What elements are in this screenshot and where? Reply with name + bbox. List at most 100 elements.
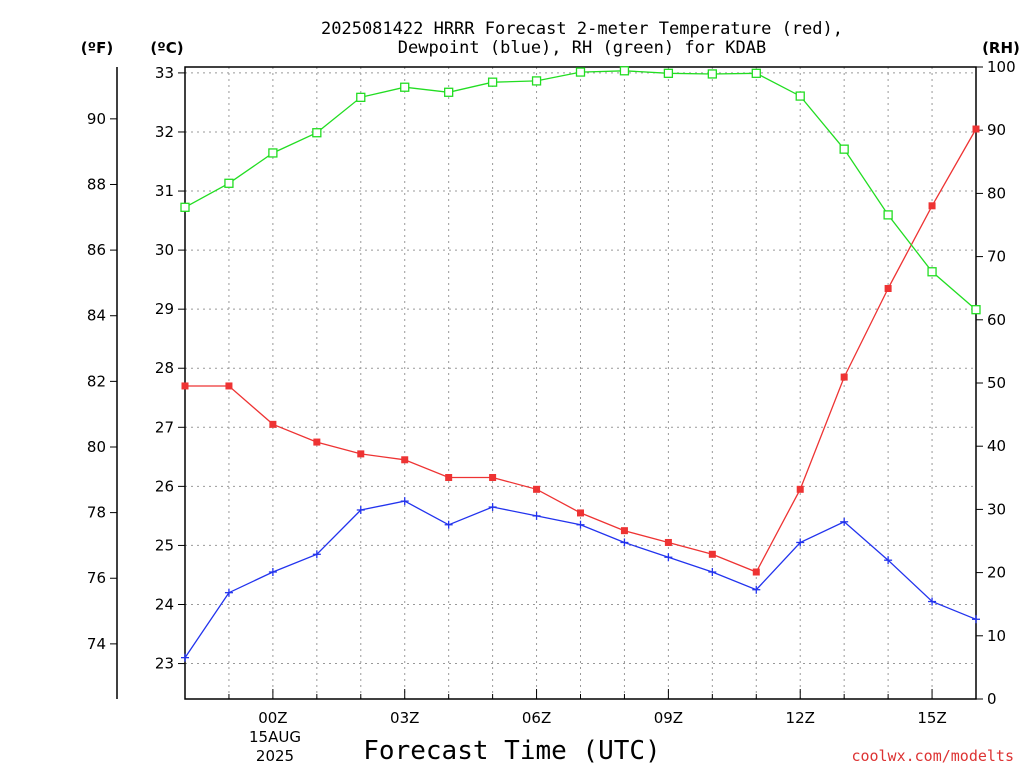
celsius-tick-label: 27	[155, 418, 174, 436]
celsius-tick-label: 31	[155, 182, 174, 200]
rh-unit-label: (RH)	[982, 39, 1020, 57]
rh-point	[312, 128, 322, 138]
rh-point	[400, 82, 410, 92]
celsius-tick-label: 26	[155, 477, 174, 495]
temperature-point	[313, 438, 321, 446]
temperature-point	[269, 420, 277, 428]
temperature-point	[840, 373, 848, 381]
temperature-point	[884, 284, 892, 292]
rh-tick-label: 20	[987, 564, 1006, 582]
fahrenheit-tick-label: 88	[87, 175, 106, 193]
temperature-point	[796, 485, 804, 493]
fahrenheit-unit-label: (ºF)	[81, 39, 113, 57]
rh-point	[180, 202, 190, 212]
rh-point	[444, 87, 454, 97]
temperature-point	[401, 456, 409, 464]
celsius-tick-label: 32	[155, 123, 174, 141]
chart-title-line1: 2025081422 HRRR Forecast 2-meter Tempera…	[321, 19, 843, 39]
dewpoint-point	[752, 585, 761, 594]
rh-point	[356, 92, 366, 102]
dewpoint-point	[840, 517, 849, 526]
dewpoint-point	[708, 568, 717, 577]
dewpoint-point	[312, 550, 321, 559]
fahrenheit-tick-label: 86	[87, 241, 106, 259]
x-tick-label: 00Z	[258, 709, 287, 727]
chart-title-line2: Dewpoint (blue), RH (green) for KDAB	[398, 38, 766, 58]
rh-tick-label: 30	[987, 500, 1006, 518]
celsius-unit-label: (ºC)	[150, 39, 183, 57]
dewpoint-point	[181, 653, 189, 662]
date-label-day: 15AUG	[249, 728, 301, 746]
tick-labels: 23 24 25 26 27 28 29 30 31 32 33 74 76 78 80 82 84 86 88 90…	[87, 58, 1016, 727]
celsius-tick-label: 24	[155, 595, 174, 613]
fahrenheit-tick-label: 76	[87, 569, 106, 587]
dewpoint-point	[268, 568, 277, 577]
rh-point	[927, 267, 937, 277]
temperature-point	[577, 509, 584, 517]
rh-tick-label: 10	[987, 627, 1006, 645]
rh-point	[707, 69, 717, 79]
rh-tick-label: 100	[987, 58, 1016, 76]
rh-point	[224, 178, 234, 188]
celsius-tick-label: 28	[155, 359, 174, 377]
celsius-tick-label: 25	[155, 536, 174, 554]
temperature-point	[489, 474, 497, 482]
x-axis-title: Forecast Time (UTC)	[363, 736, 660, 766]
dewpoint-point	[400, 497, 409, 506]
dewpoint-point	[620, 538, 629, 547]
dewpoint-point	[444, 520, 453, 529]
temperature-point	[708, 550, 716, 558]
temperature-point	[972, 125, 980, 133]
celsius-tick-label: 33	[155, 64, 174, 82]
rh-point	[268, 148, 278, 158]
temperature-point	[181, 382, 189, 390]
rh-tick-label: 50	[987, 374, 1006, 392]
rh-tick-label: 60	[987, 311, 1006, 329]
rh-tick-label: 40	[987, 437, 1006, 455]
x-tick-label: 06Z	[522, 709, 551, 727]
fahrenheit-tick-label: 78	[87, 504, 106, 522]
celsius-tick-label: 30	[155, 241, 174, 259]
rh-tick-label: 90	[987, 121, 1006, 139]
celsius-tick-label: 29	[155, 300, 174, 318]
dewpoint-point	[884, 556, 893, 565]
credit-link[interactable]: coolwx.com/modelts	[851, 747, 1014, 765]
x-tick-label: 09Z	[654, 709, 683, 727]
rh-point	[751, 68, 761, 78]
rh-point	[531, 76, 542, 86]
temperature-point	[620, 527, 628, 535]
dewpoint-point	[664, 553, 673, 562]
temperature-point	[752, 568, 760, 576]
fahrenheit-tick-label: 80	[87, 438, 106, 456]
dewpoint-point	[576, 520, 585, 529]
rh-point	[487, 77, 498, 87]
rh-tick-label: 80	[987, 184, 1006, 202]
fahrenheit-tick-label: 82	[87, 372, 106, 390]
date-label-year: 2025	[256, 747, 294, 765]
celsius-tick-label: 23	[155, 655, 174, 673]
rh-point	[839, 144, 849, 154]
fahrenheit-tick-label: 74	[87, 635, 106, 653]
fahrenheit-tick-label: 84	[87, 307, 106, 325]
rh-point	[795, 91, 805, 101]
temperature-point	[533, 485, 541, 493]
rh-tick-label: 0	[987, 690, 997, 708]
dewpoint-point	[928, 597, 937, 606]
x-tick-label: 03Z	[390, 709, 419, 727]
rh-line	[184, 70, 977, 311]
rh-tick-label: 70	[987, 248, 1006, 266]
data-series	[180, 66, 981, 662]
grid-lines	[184, 67, 977, 699]
dewpoint-point	[972, 615, 980, 624]
rh-point	[619, 66, 630, 76]
rh-point	[971, 305, 981, 315]
temperature-point	[225, 382, 233, 390]
temperature-point	[664, 538, 672, 546]
temperature-point	[357, 450, 365, 458]
rh-point	[575, 67, 586, 77]
dewpoint-point	[224, 588, 233, 597]
dewpoint-point	[356, 505, 365, 514]
x-tick-label: 12Z	[786, 709, 815, 727]
dewpoint-point	[796, 538, 805, 547]
